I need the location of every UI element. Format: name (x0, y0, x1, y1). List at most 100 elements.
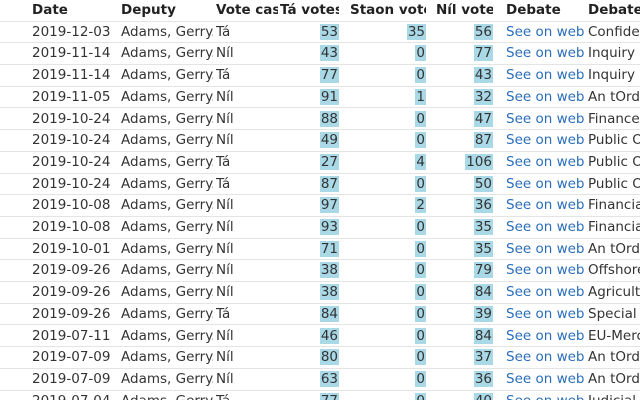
cell: 97 (280, 195, 339, 216)
cell: See on web (506, 43, 584, 64)
cell: Judicial (588, 391, 640, 400)
cell: 0 (350, 282, 426, 303)
link[interactable]: See on web (506, 393, 584, 400)
number: 36 (473, 370, 493, 387)
number: 1 (415, 88, 426, 105)
cell: Agricultu (588, 284, 640, 301)
cell: See on web (506, 22, 584, 43)
link[interactable]: See on web (506, 240, 584, 257)
cell: Inquiry in (588, 67, 640, 84)
cell: 38 (280, 282, 339, 303)
number: 0 (415, 327, 426, 344)
cell: 43 (280, 43, 339, 64)
link[interactable]: See on web (506, 88, 584, 105)
cell: 35 (350, 22, 426, 43)
link[interactable]: See on web (506, 219, 584, 235)
cell: 2019-07-09 (32, 370, 111, 387)
cell: 63 (280, 369, 339, 390)
link[interactable]: See on web (506, 370, 584, 387)
cell: 84 (436, 282, 493, 303)
cell: 2019-09-26 (32, 262, 111, 279)
cell: Adams, Gerry. (121, 197, 213, 214)
cell: See on web (506, 239, 584, 260)
cell: 79 (436, 260, 493, 281)
link[interactable]: See on web (506, 132, 584, 149)
column-header[interactable]: Tá votes (280, 2, 339, 18)
cell: 91 (280, 87, 339, 108)
column-header[interactable]: Debate (506, 2, 561, 18)
link[interactable]: See on web (506, 175, 584, 192)
number: 71 (319, 240, 339, 257)
cell: Confider (588, 23, 640, 40)
column-header[interactable]: Date (32, 2, 68, 18)
cell: Public Ow (588, 132, 640, 149)
number: 77 (473, 45, 493, 62)
link[interactable]: See on web (506, 153, 584, 170)
number: 27 (319, 153, 339, 170)
number: 4 (415, 153, 426, 170)
cell: Adams, Gerry. (121, 240, 213, 257)
table-row: 2019-09-26 Adams, Gerry. Níl 38 0 79 See on we… (0, 260, 640, 283)
table-row: 2019-09-26 Adams, Gerry. Níl 38 0 84 See on we… (0, 282, 640, 304)
cell: Níl (216, 370, 234, 387)
cell: 2019-10-08 (32, 219, 111, 235)
link[interactable]: See on web (506, 197, 584, 214)
column-header[interactable]: Debate t (588, 2, 640, 18)
cell: Tá (216, 153, 231, 170)
cell: Adams, Gerry. (121, 45, 213, 62)
cell: 2019-07-04 (32, 391, 118, 400)
table-row: 2019-12-03 Adams, Gerry. Tá 53 35 56 See on we… (0, 22, 640, 44)
cell: 2019-07-09 (32, 349, 111, 366)
cell: 2019-10-01 (32, 240, 111, 257)
link[interactable]: See on web (506, 349, 584, 366)
link[interactable]: See on web (506, 284, 584, 301)
cell: Adams, Gerry. (121, 23, 213, 40)
cell: 2019-11-05 (32, 88, 111, 105)
cell: 40 (436, 391, 493, 400)
table-row: 2019-07-09 Adams, Gerry. Níl 63 0 36 See on we… (0, 369, 640, 391)
cell: Tá (216, 175, 231, 192)
number: 0 (415, 45, 426, 62)
table-row: 2019-10-24 Adams, Gerry. Níl 88 0 47 See on we… (0, 109, 640, 131)
column-header[interactable]: Staon votes (350, 2, 426, 18)
cell: Níl (216, 327, 234, 344)
cell: 2019-10-24 (32, 175, 111, 192)
link[interactable]: See on web (506, 23, 584, 40)
number: 38 (319, 262, 339, 279)
number: 43 (319, 45, 339, 62)
number: 0 (415, 349, 426, 366)
cell: 39 (436, 304, 493, 325)
cell: Adams, Gerry. (121, 327, 213, 344)
cell: 2019-10-08 (32, 197, 111, 214)
column-header[interactable]: Níl votes (436, 2, 493, 18)
number: 40 (473, 392, 493, 400)
cell: 32 (436, 87, 493, 108)
number: 79 (473, 262, 493, 279)
number: 0 (415, 284, 426, 301)
number: 97 (319, 197, 339, 214)
cell: Adams, Gerry. (121, 132, 213, 149)
link[interactable]: See on web (506, 67, 584, 84)
cell: Níl (216, 132, 234, 149)
column-header[interactable]: Vote cast (216, 2, 278, 18)
cell: Adams, Gerry. (121, 262, 213, 279)
column-header[interactable]: Deputy (121, 2, 176, 18)
cell: Adams, Gerry. (121, 305, 213, 322)
number: 93 (319, 219, 339, 235)
link[interactable]: See on web (506, 305, 584, 322)
cell: 2019-09-26 (32, 284, 111, 301)
cell: See on web (506, 130, 584, 151)
cell: See on web (506, 87, 584, 108)
number: 36 (473, 197, 493, 214)
cell: Adams, Gerry. (121, 88, 213, 105)
link[interactable]: See on web (506, 45, 584, 62)
number: 84 (473, 327, 493, 344)
number: 80 (319, 349, 339, 366)
link[interactable]: See on web (506, 110, 584, 127)
cell: 36 (436, 369, 493, 390)
link[interactable]: See on web (506, 262, 584, 279)
cell: Adams, Gerry. (121, 391, 213, 400)
number: 0 (415, 262, 426, 279)
link[interactable]: See on web (506, 327, 584, 344)
cell: 87 (280, 174, 339, 195)
